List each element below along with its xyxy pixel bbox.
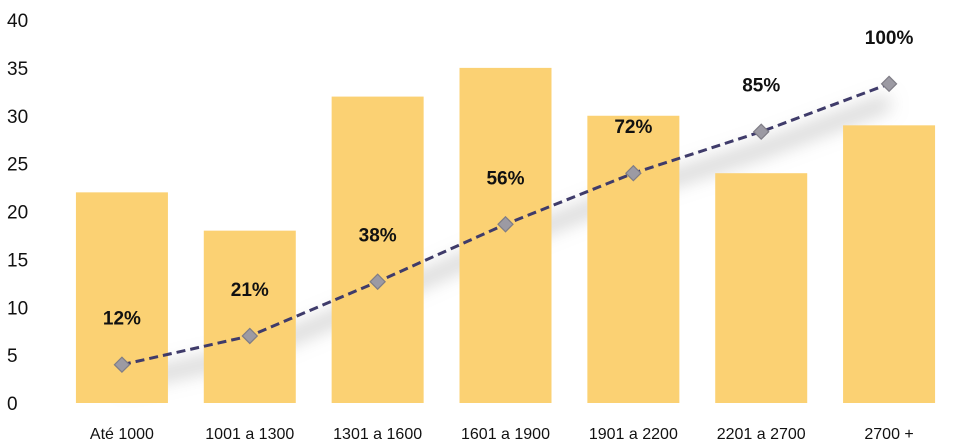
cumulative-line-series: 12% 21% 38% 56% 72% 85% 100%: [103, 28, 914, 374]
x-tick-label: 1001 a 1300: [205, 426, 294, 443]
x-tick-label: Até 1000: [90, 426, 154, 443]
x-tick-label: 1301 a 1600: [333, 426, 422, 443]
y-tick-label: 0: [7, 394, 18, 415]
line-marker: [880, 75, 898, 93]
line-marker: [497, 215, 514, 233]
x-tick-label: 2700 +: [864, 426, 913, 443]
bar: [203, 230, 296, 403]
bar: [715, 173, 808, 403]
data-label: 12%: [103, 309, 141, 330]
y-axis: 0 5 10 15 20 25 30 35 40: [7, 11, 28, 415]
line-marker: [625, 164, 642, 182]
bar: [331, 96, 424, 403]
x-tick-label: 2201 a 2700: [717, 426, 806, 443]
y-tick-label: 25: [7, 155, 28, 176]
y-tick-label: 5: [7, 346, 18, 367]
bar: [587, 115, 680, 403]
x-tick-label: 1901 a 2200: [589, 426, 678, 443]
y-tick-label: 30: [7, 107, 28, 128]
y-tick-label: 10: [7, 298, 28, 319]
line-marker: [369, 273, 386, 291]
data-label: 21%: [231, 280, 269, 301]
y-tick-label: 15: [7, 250, 28, 271]
data-label: 72%: [614, 117, 652, 138]
bar: [843, 125, 936, 403]
x-axis: Até 1000 1001 a 1300 1301 a 1600 1601 a 190…: [90, 426, 914, 443]
data-label: 56%: [486, 168, 524, 189]
y-tick-label: 20: [7, 203, 28, 224]
y-tick-label: 35: [7, 59, 28, 80]
bar: [459, 67, 552, 403]
y-tick-label: 40: [7, 11, 28, 32]
data-label: 100%: [865, 28, 914, 49]
line-marker: [241, 327, 259, 345]
data-label: 85%: [742, 76, 780, 97]
data-label: 38%: [359, 226, 397, 247]
line-marker: [752, 123, 770, 141]
line-marker: [113, 356, 131, 374]
bar-series: [75, 67, 936, 403]
x-tick-label: 1601 a 1900: [461, 426, 550, 443]
